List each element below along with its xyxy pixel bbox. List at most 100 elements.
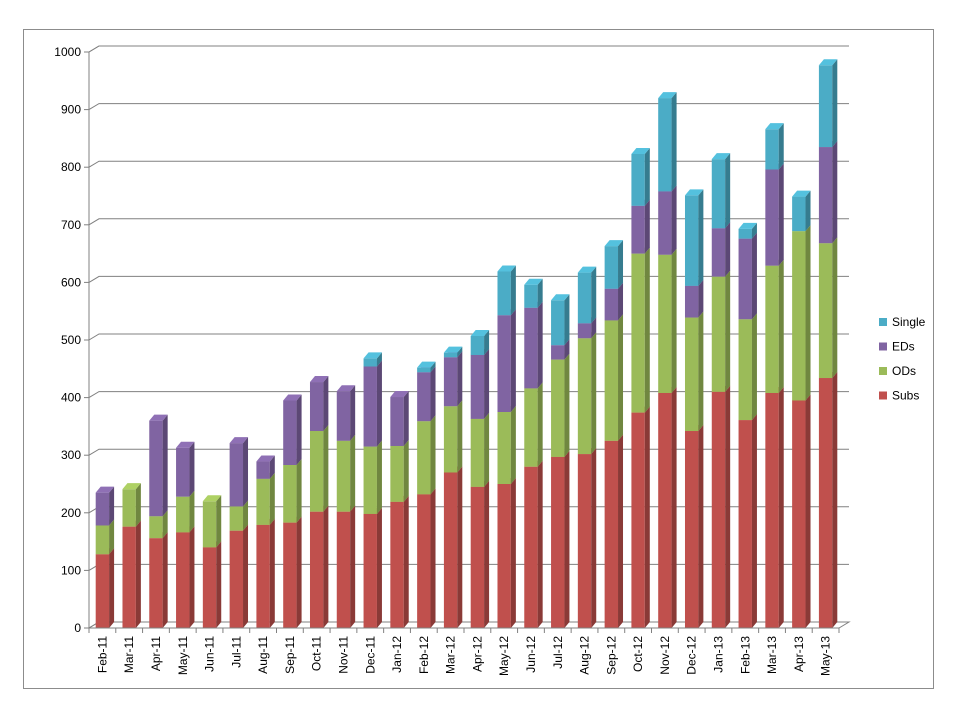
bar-front	[256, 524, 270, 628]
bar-segment-eds	[363, 360, 382, 447]
x-tick-label: Jan-12	[390, 636, 404, 673]
x-axis: Feb-11 Mar-11 Apr-11 May-11 Jun-11 Jul-11 Aug-…	[88, 627, 840, 676]
bar-top	[417, 361, 436, 368]
bar-front	[95, 554, 110, 628]
bar-segment-subs	[551, 450, 570, 628]
bar-side	[618, 240, 624, 289]
bar-stack-Aug-11	[256, 455, 275, 628]
bar-segment-ods	[577, 332, 597, 455]
bar-side	[376, 507, 382, 628]
bar-side	[805, 225, 811, 401]
bar-side	[805, 190, 811, 232]
bar-side	[564, 450, 570, 628]
bar-stack-Feb-12	[417, 361, 436, 628]
bar-front	[631, 205, 645, 254]
bar-segment-ods	[309, 425, 329, 512]
bar-top	[336, 385, 356, 392]
bar-front	[765, 392, 779, 628]
bar-side	[484, 329, 490, 355]
bar-stack-Mar-11	[122, 483, 141, 628]
gridline	[88, 275, 849, 283]
bar-segment-eds	[524, 301, 543, 389]
chart-frame: 0 100 200 300 400 500 600 700 800 900 1000 Feb-11 M…	[23, 29, 934, 689]
bar-stack-Jun-11	[202, 495, 222, 628]
y-tick-label: 800	[61, 160, 81, 174]
bar-front	[336, 391, 351, 441]
bar-side	[591, 448, 597, 628]
bar-front	[577, 272, 592, 324]
bar-front	[443, 352, 458, 358]
bar-front	[149, 420, 163, 517]
bar-front	[229, 506, 244, 531]
bar-side	[323, 505, 329, 628]
gridline	[88, 333, 849, 341]
bar-stack-Apr-12	[470, 329, 490, 628]
bar-segment-ods	[818, 237, 838, 379]
bar-side	[350, 434, 356, 512]
bar-stack-Oct-11	[309, 376, 329, 628]
bar-front	[470, 335, 485, 355]
bar-side	[698, 311, 704, 432]
bar-segment-ods	[256, 472, 275, 525]
bar-side	[216, 495, 222, 548]
bar-front	[577, 454, 592, 628]
bar-segment-single	[443, 346, 463, 358]
bar-front	[792, 196, 806, 232]
bar-front	[711, 159, 726, 229]
bar-segment-subs	[95, 548, 115, 628]
bar-front	[604, 320, 619, 441]
bar-segment-subs	[390, 495, 409, 628]
legend-swatch	[879, 318, 887, 326]
bar-front	[577, 338, 592, 455]
bar-side	[323, 425, 329, 512]
bar-top	[524, 278, 543, 285]
bar-front	[443, 357, 458, 407]
bar-front	[497, 271, 511, 316]
bar-front	[497, 412, 511, 484]
bar-front	[631, 412, 645, 628]
bar-stack-Feb-11	[95, 486, 115, 628]
x-tick-label: Feb-13	[738, 636, 752, 674]
bar-side	[778, 386, 784, 628]
bar-front	[684, 285, 699, 318]
y-tick-label: 1000	[54, 45, 81, 59]
gridline	[88, 103, 849, 111]
bar-segment-eds	[176, 441, 195, 497]
gridline	[88, 448, 849, 456]
bar-side	[698, 279, 704, 318]
x-tick-label: Dec-11	[363, 636, 377, 674]
bar-side	[751, 414, 757, 628]
bar-side	[725, 270, 731, 392]
bar-segment-ods	[765, 259, 784, 393]
bar-side	[296, 394, 302, 465]
x-tick-label: Dec-12	[685, 636, 699, 675]
bar-side	[457, 400, 463, 473]
x-tick-label: Nov-11	[336, 636, 350, 674]
bar-segment-eds	[443, 351, 463, 407]
bar-stack-Jul-12	[551, 294, 570, 628]
bar-segment-subs	[792, 394, 811, 628]
x-tick-label: Apr-12	[470, 636, 484, 672]
bar-segment-ods	[417, 415, 436, 495]
bar-front	[283, 522, 297, 628]
bar-side	[189, 526, 195, 628]
bar-segment-subs	[524, 460, 543, 628]
bar-front	[417, 372, 431, 422]
bar-side	[457, 346, 463, 358]
bar-top	[684, 189, 704, 196]
bar-side	[671, 386, 677, 628]
bars	[95, 59, 838, 628]
bar-segment-subs	[443, 466, 463, 628]
bar-top	[176, 441, 195, 448]
bar-segment-single	[711, 153, 731, 229]
bar-side	[430, 488, 436, 628]
x-tick-label: May-11	[176, 636, 190, 675]
bar-front	[497, 315, 511, 412]
bar-front	[336, 440, 351, 512]
bar-front	[765, 169, 779, 266]
bar-top	[818, 59, 838, 66]
bar-top	[604, 240, 624, 247]
x-tick-label: Oct-12	[631, 636, 645, 672]
legend-item-ods: ODs	[879, 364, 916, 378]
bar-segment-eds	[149, 414, 168, 517]
